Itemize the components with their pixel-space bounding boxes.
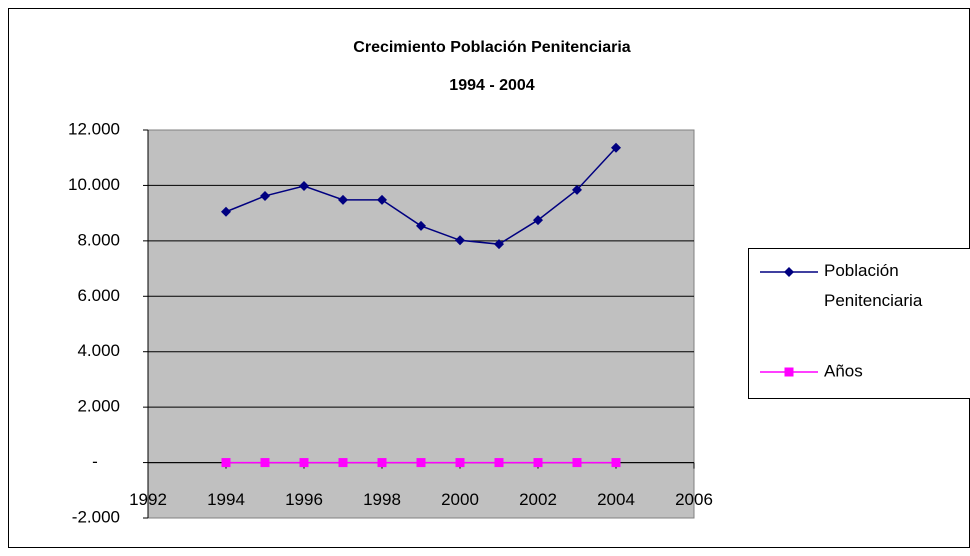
data-point [221, 458, 231, 468]
legend-label: Población Penitenciaria [824, 261, 923, 310]
x-tick-label: 1998 [363, 490, 401, 509]
data-point [572, 458, 582, 468]
data-point [377, 194, 387, 205]
plot-area [147, 129, 695, 519]
data-point [260, 190, 270, 201]
data-point [611, 142, 621, 153]
x-tick-label: 2004 [597, 490, 635, 509]
chart-subtitle: 1994 - 2004 [449, 77, 535, 94]
data-point [455, 235, 465, 246]
data-point [299, 180, 309, 191]
y-tick-label: 8.000 [77, 230, 120, 249]
data-point [572, 184, 582, 195]
data-point [494, 458, 504, 468]
data-point [221, 206, 231, 217]
y-tick-label: 6.000 [77, 286, 120, 305]
data-point [260, 458, 270, 468]
data-point [416, 458, 426, 468]
data-point [377, 458, 387, 468]
x-tick-label: 2000 [441, 490, 479, 509]
data-point [455, 458, 465, 468]
y-tick-label: 2.000 [77, 397, 120, 416]
data-point [494, 239, 504, 250]
legend-marker [784, 367, 794, 377]
data-point [338, 194, 348, 205]
data-point [533, 215, 543, 226]
x-tick-label: 2002 [519, 490, 557, 509]
legend-label: Años [824, 361, 863, 380]
y-tick-label: 4.000 [77, 341, 120, 360]
x-tick-label: 1994 [207, 490, 245, 509]
x-tick-label: 2006 [675, 490, 713, 509]
x-tick-label: 1992 [129, 490, 167, 509]
y-tick-label: 10.000 [68, 175, 120, 194]
y-tick-label: 12.000 [68, 119, 120, 138]
data-point [533, 458, 543, 468]
data-point [611, 458, 621, 468]
data-point [416, 220, 426, 231]
chart-title: Crecimiento Población Penitenciaria [353, 39, 631, 56]
data-point [299, 458, 309, 468]
y-tick-label: -2.000 [72, 507, 120, 526]
y-tick-label: - [92, 452, 98, 471]
data-point [338, 458, 348, 468]
legend-marker [784, 267, 794, 277]
x-tick-label: 1996 [285, 490, 323, 509]
